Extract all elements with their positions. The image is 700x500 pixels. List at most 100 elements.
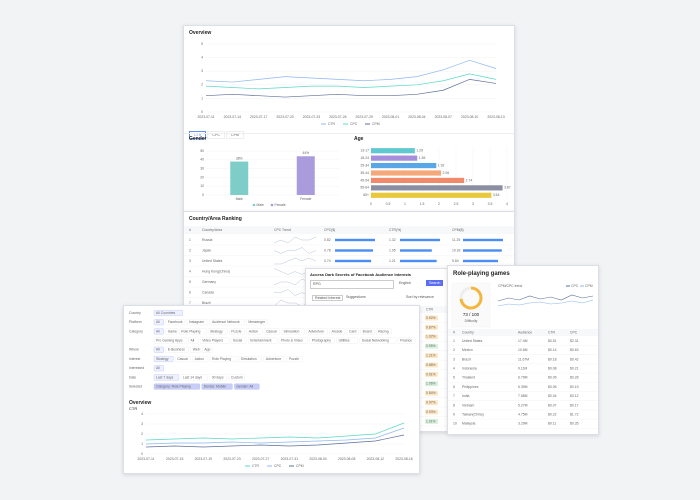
filter-option[interactable]: App [204, 348, 210, 352]
filter-option[interactable]: All [191, 338, 195, 342]
filter-option[interactable]: Category: Role Playing [156, 384, 191, 388]
filter-option[interactable]: Messenger [248, 320, 266, 324]
filter-option[interactable]: Simulation [241, 357, 257, 361]
filter-option[interactable]: All Countries [156, 311, 176, 315]
filter-option[interactable]: Role Playing [181, 329, 200, 333]
cell: Vietnam [462, 403, 475, 407]
panel-title: Country/Area Ranking [189, 216, 242, 222]
cell: India [462, 394, 469, 398]
tab[interactable]: CPM [225, 131, 244, 139]
filter-chip [248, 337, 278, 344]
filter-option[interactable]: Casual [177, 357, 188, 361]
filter-chip [359, 337, 397, 344]
filter-chip [153, 383, 200, 390]
language-select[interactable]: English [399, 281, 411, 285]
tab[interactable]: Suggestions [346, 295, 366, 299]
filter-chip [278, 337, 308, 344]
filter-option[interactable]: Strategy [156, 357, 169, 361]
filter-chip [201, 383, 233, 390]
filter-option[interactable]: Social [233, 338, 242, 342]
filter-option[interactable]: Finance [400, 338, 412, 342]
filter-option[interactable]: Utilities [339, 338, 350, 342]
filter-option[interactable]: Puzzle [231, 329, 241, 333]
ctr-chip [425, 362, 438, 368]
filter-option[interactable]: Adventure [266, 357, 282, 361]
x-tick-label: 2023-07-29 [356, 115, 373, 119]
filter-option[interactable]: Pro Gaming Apps [156, 338, 183, 342]
cell: 5.27M [518, 403, 528, 407]
gauge-arc [459, 286, 483, 310]
cell: Taiwan(China) [462, 412, 484, 416]
tab[interactable]: CTR [189, 131, 207, 139]
filter-option[interactable]: Video Players [202, 338, 223, 342]
y-tick-label: 5 [201, 42, 203, 46]
legend-swatch [252, 203, 256, 207]
sort-select[interactable]: Sort by relevance [406, 295, 434, 299]
country: Germany [202, 280, 216, 284]
sparkline [273, 247, 317, 254]
filter-option[interactable]: Device: Mobile [204, 384, 226, 388]
filter-option[interactable]: Game [168, 329, 177, 333]
tab[interactable]: Related Interest [312, 295, 344, 301]
filter-option[interactable]: Strategy [210, 329, 223, 333]
filter-chip [346, 328, 359, 335]
filter-chip [263, 328, 280, 335]
filter-option[interactable]: Action [195, 357, 205, 361]
x-tick-label: 2023-07-20 [276, 115, 293, 119]
filter-option[interactable]: All [156, 329, 160, 333]
filter-option[interactable]: Social Networking [362, 338, 389, 342]
filter-option[interactable]: 30 days [212, 375, 224, 379]
x-tick-label: 0.5 [386, 202, 391, 206]
column-header: CTR [548, 330, 556, 334]
cell: $0.08 [548, 366, 557, 370]
filter-option[interactable]: Card [349, 329, 356, 333]
column-header: Audience [518, 330, 532, 334]
filter-option[interactable]: Instagram [189, 320, 204, 324]
filter-option[interactable]: Entertainment [250, 338, 271, 342]
y-tick-label: 3 [201, 69, 203, 73]
x-tick-label: Male [236, 197, 243, 201]
filter-chip [209, 356, 237, 362]
country: Brazil [202, 301, 211, 305]
filter-option[interactable]: All [156, 320, 160, 324]
filter-option[interactable]: Puzzle [289, 357, 299, 361]
filter-option[interactable]: Web [193, 348, 200, 352]
filter-option[interactable]: All [156, 348, 160, 352]
value-label: 3.87 [504, 186, 511, 190]
country: Canada [202, 290, 214, 294]
ctr-chip [425, 390, 438, 396]
filter-option[interactable]: Custom [231, 375, 243, 379]
search-button[interactable]: Search [426, 280, 444, 286]
filter-option[interactable]: Last 14 days [183, 375, 203, 379]
filter-chip [207, 328, 228, 335]
filter-option[interactable]: Racing [378, 329, 389, 333]
filter-option[interactable]: Casual [266, 329, 277, 333]
filter-option[interactable]: Photo & Video [281, 338, 303, 342]
ctr: 0.84% [426, 391, 436, 395]
filter-option[interactable]: Gender: All [236, 384, 253, 388]
filter-option[interactable]: Adventure [309, 329, 325, 333]
filter-option[interactable]: All [156, 366, 160, 370]
filter-option[interactable]: Role Playing [212, 357, 231, 361]
column-header: # [453, 330, 455, 334]
filter-chip [228, 374, 245, 381]
filter-option[interactable]: Audience Network [212, 320, 240, 324]
filter-option[interactable]: Arcade [332, 329, 343, 333]
tab[interactable]: CPC [207, 131, 225, 139]
filter-option[interactable]: Photography [312, 338, 332, 342]
filter-option[interactable]: Last 7 days [156, 375, 174, 379]
column-header: Country [462, 330, 474, 334]
filter-option[interactable]: Simulation [284, 329, 300, 333]
cell: 7.58M [518, 394, 528, 398]
filter-option[interactable]: Action [249, 329, 259, 333]
cell-value: 10.92 [452, 248, 461, 252]
legend-label: CPM [296, 464, 304, 468]
filter-option[interactable]: Facebook [168, 320, 183, 324]
filter-option[interactable]: E-Business [168, 348, 185, 352]
filter-option[interactable]: Board [363, 329, 372, 333]
cell: $0.42 [570, 357, 579, 361]
rank: 6 [189, 290, 191, 294]
y-tick-label: 45-54 [360, 178, 369, 182]
search-input[interactable]: RPG [310, 280, 394, 289]
filter-chip [175, 356, 191, 362]
